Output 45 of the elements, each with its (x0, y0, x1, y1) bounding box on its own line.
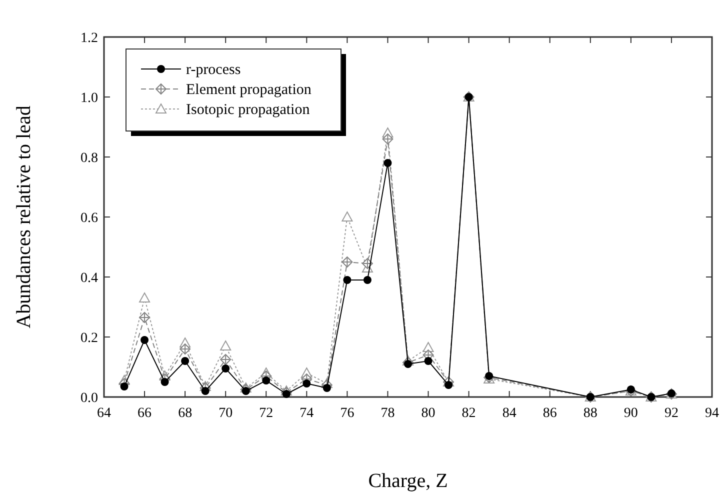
y-tick-label: 1.0 (80, 91, 98, 106)
point (160, 378, 169, 386)
point (342, 212, 353, 222)
point (262, 376, 270, 384)
point (139, 292, 150, 302)
point (120, 382, 128, 390)
x-tick-label: 66 (138, 406, 152, 421)
point (363, 276, 372, 284)
x-tick-label: 74 (300, 406, 314, 421)
x-tick-label: 64 (97, 406, 111, 421)
y-tick-label: 0.6 (80, 211, 98, 226)
y-tick-label: 0.4 (80, 271, 98, 286)
x-tick-label: 86 (542, 406, 557, 421)
x-tick-label: 82 (462, 406, 476, 421)
point (201, 387, 210, 395)
x-tick-label: 88 (583, 406, 598, 421)
legend-label: Element propagation (186, 82, 312, 98)
x-tick-label: 78 (380, 406, 395, 421)
point (222, 364, 230, 372)
x-tick-label: 90 (624, 406, 638, 421)
point (422, 342, 434, 352)
point (220, 340, 232, 350)
x-tick-label: 76 (340, 406, 354, 421)
point (343, 276, 352, 284)
x-tick-label: 70 (218, 406, 233, 421)
y-tick-label: 1.2 (80, 31, 98, 46)
y-tick-label: 0.0 (80, 391, 98, 406)
x-tick-label: 94 (705, 406, 719, 421)
point (424, 357, 432, 365)
y-tick-label: 0.2 (80, 331, 98, 346)
y-tick-label: 0.8 (80, 151, 98, 166)
x-tick-label: 84 (502, 406, 516, 421)
x-tick-label: 68 (178, 406, 192, 421)
x-tick-label: 72 (259, 406, 274, 421)
point (302, 380, 311, 388)
point (322, 384, 331, 392)
x-axis-title: Charge, Z (368, 470, 448, 492)
x-tick-label: 92 (664, 406, 678, 421)
x-tick-label: 80 (421, 406, 436, 421)
y-axis-title: Abundances relative to lead (13, 106, 35, 328)
point (384, 159, 392, 167)
legend-label: r-process (186, 62, 241, 78)
point (181, 357, 190, 365)
legend-label: Isotopic propagation (186, 102, 310, 118)
point (140, 336, 149, 344)
